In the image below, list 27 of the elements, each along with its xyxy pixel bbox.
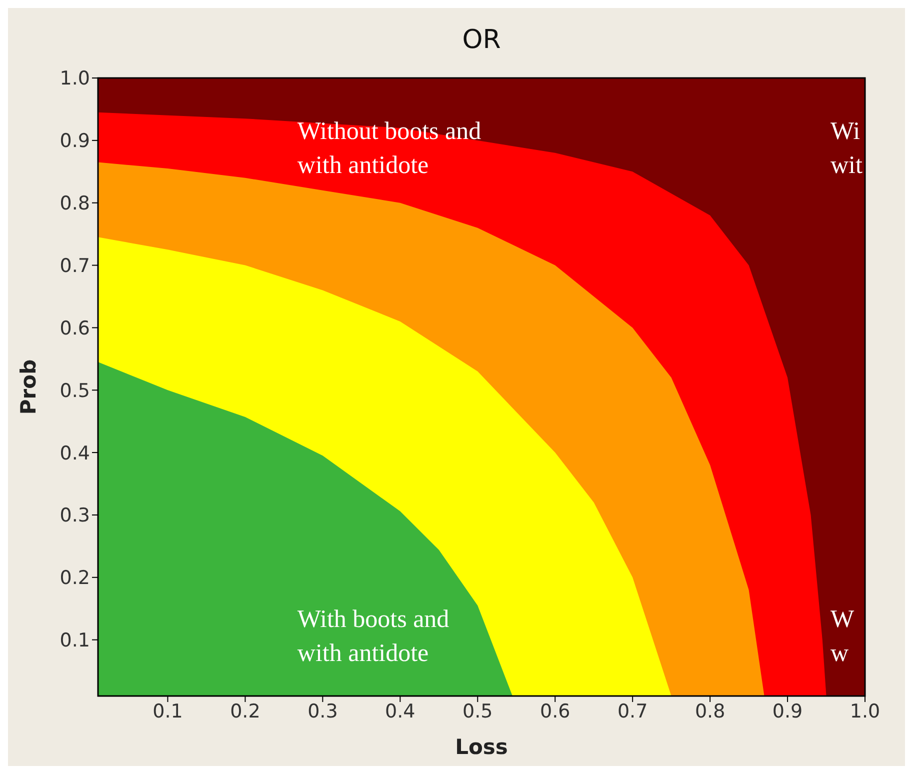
y-axis-title: Prob bbox=[16, 359, 40, 415]
x-tick-label: 1.0 bbox=[850, 700, 880, 722]
x-tick-label: 0.1 bbox=[152, 700, 183, 722]
x-tick-label: 0.6 bbox=[540, 700, 570, 722]
x-tick-label: 0.4 bbox=[385, 700, 416, 722]
x-tick-label: 0.9 bbox=[772, 700, 803, 722]
y-tick-label: 0.5 bbox=[60, 380, 90, 402]
chart-title: OR bbox=[462, 25, 501, 55]
y-tick-label: 0.3 bbox=[60, 504, 90, 527]
x-tick-label: 0.3 bbox=[308, 700, 338, 722]
x-axis-title: Loss bbox=[455, 735, 508, 759]
x-tick-label: 0.7 bbox=[617, 700, 648, 722]
y-tick-label: 0.1 bbox=[60, 630, 90, 652]
annotation: Wi wit bbox=[830, 118, 862, 179]
annotation: Without boots and with antidote bbox=[297, 118, 482, 179]
x-tick-label: 0.5 bbox=[462, 700, 493, 722]
y-tick-label: 0.9 bbox=[60, 130, 90, 152]
y-tick-label: 0.7 bbox=[60, 255, 90, 278]
x-tick-label: 0.8 bbox=[694, 700, 726, 722]
y-tick-label: 0.4 bbox=[60, 442, 90, 464]
annotation: With boots and with antidote bbox=[297, 606, 450, 668]
y-tick-label: 0.2 bbox=[60, 567, 90, 590]
annotation: W w bbox=[830, 606, 854, 668]
y-tick-label: 0.8 bbox=[60, 192, 90, 215]
y-tick-label: 0.6 bbox=[60, 317, 90, 340]
y-tick-label: 1.0 bbox=[60, 68, 90, 90]
x-tick-label: 0.2 bbox=[230, 700, 260, 722]
